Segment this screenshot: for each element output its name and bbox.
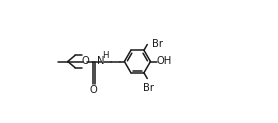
Text: OH: OH: [157, 56, 172, 67]
Text: N: N: [97, 56, 105, 67]
Text: O: O: [81, 56, 89, 67]
Text: Br: Br: [143, 83, 154, 93]
Text: Br: Br: [152, 39, 163, 49]
Text: H: H: [102, 51, 108, 60]
Text: O: O: [90, 85, 98, 95]
